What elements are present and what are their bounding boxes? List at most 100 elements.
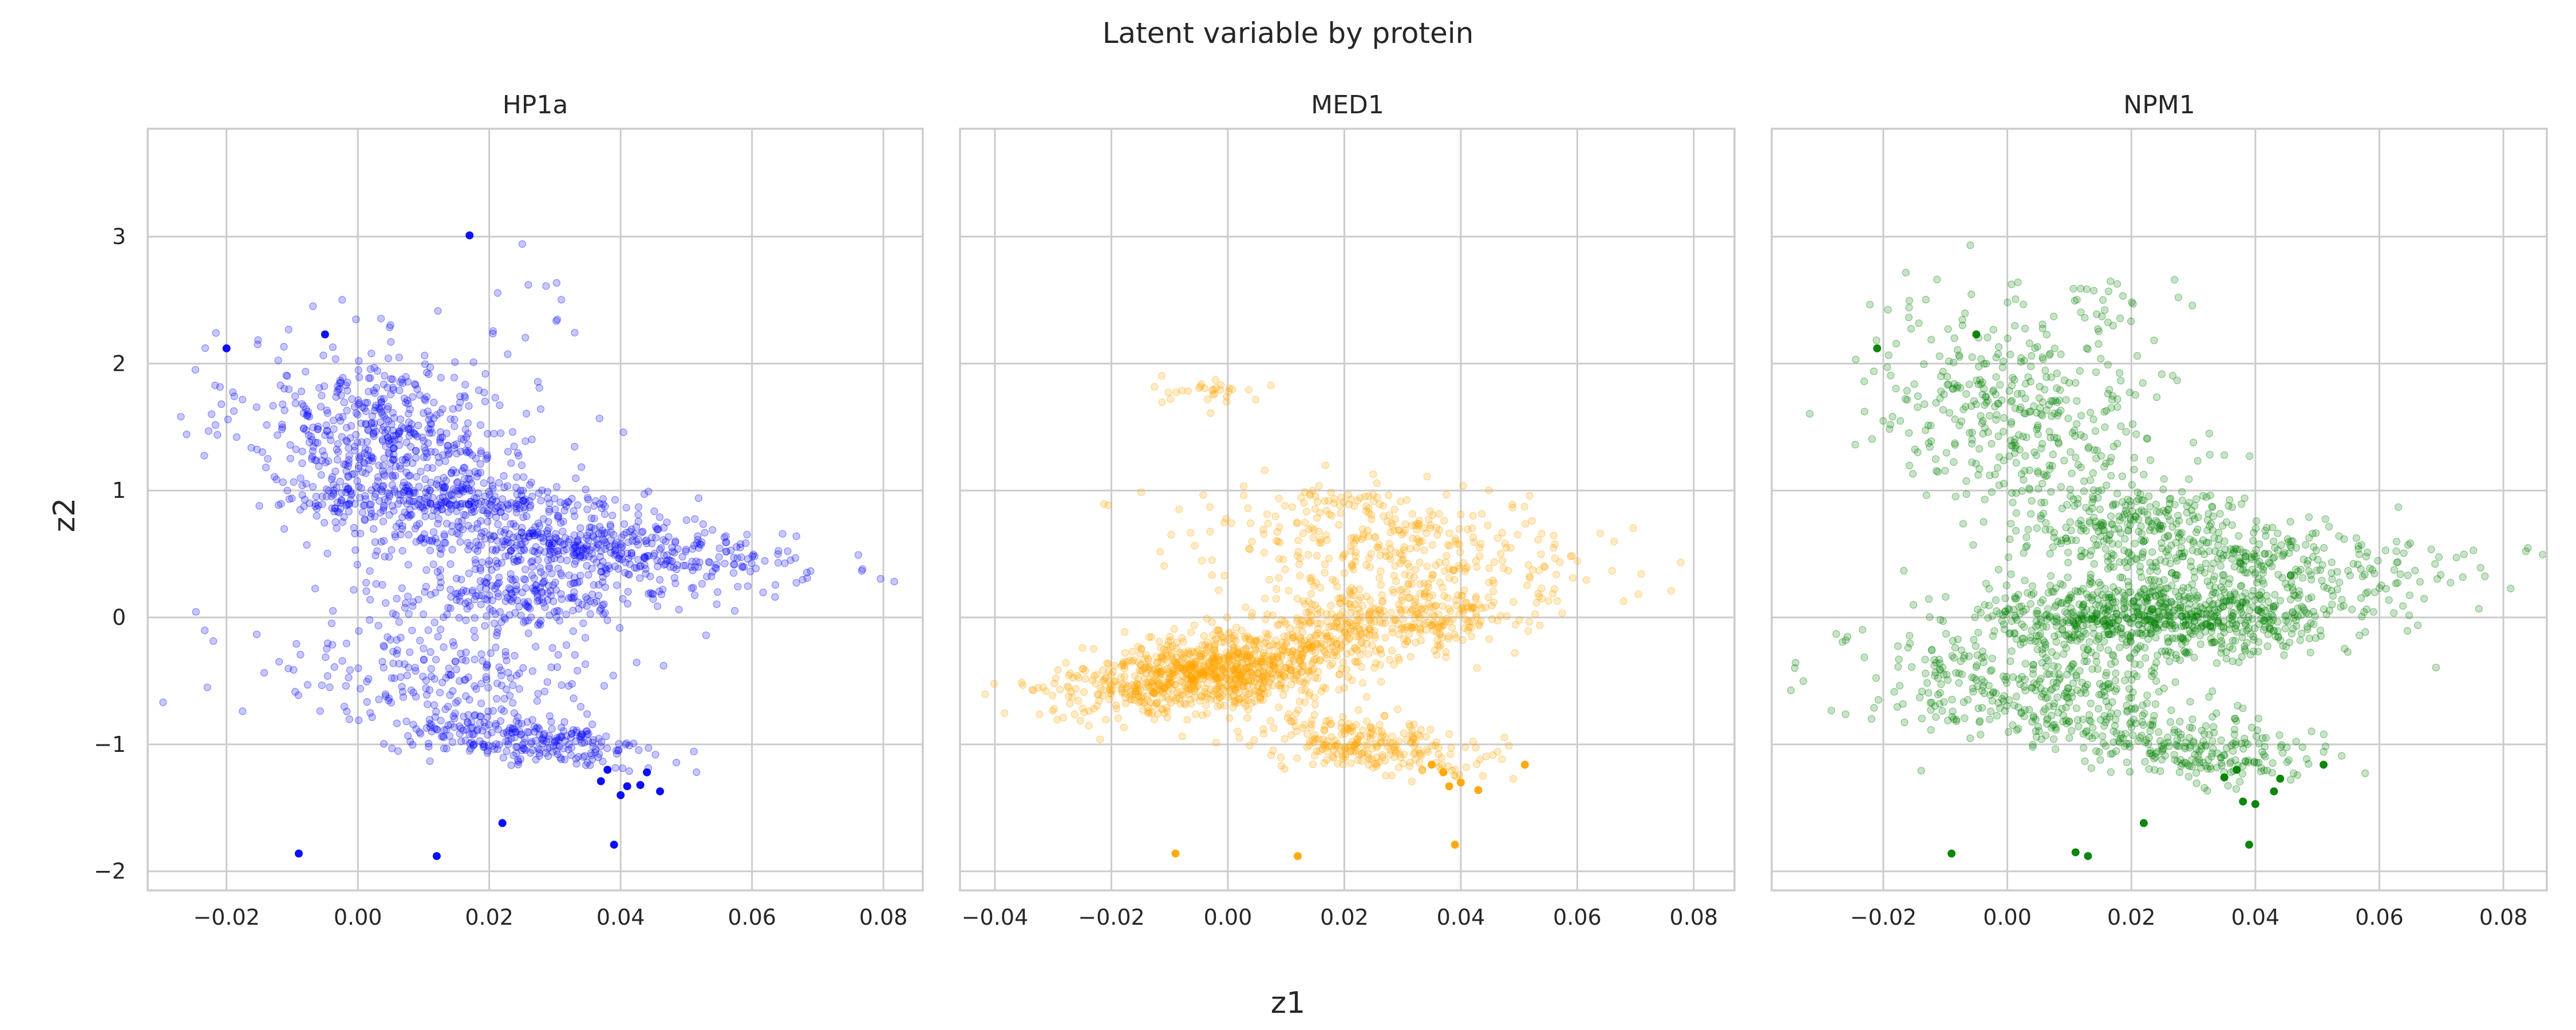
data-point <box>396 427 404 435</box>
data-point <box>463 481 471 489</box>
data-point <box>343 406 351 415</box>
data-point <box>1152 670 1160 678</box>
data-point <box>1089 645 1097 653</box>
data-point <box>571 573 579 581</box>
data-point <box>592 746 600 754</box>
data-point <box>449 405 457 413</box>
data-point <box>2034 469 2042 477</box>
data-point <box>1329 754 1337 762</box>
data-point <box>452 665 460 674</box>
data-point <box>1238 659 1246 667</box>
data-point <box>331 504 339 512</box>
data-point <box>464 598 472 606</box>
data-point <box>1458 604 1467 612</box>
data-point <box>1345 501 1353 509</box>
data-point <box>405 490 413 498</box>
data-point <box>1488 601 1496 610</box>
data-point <box>2162 620 2170 628</box>
data-point <box>595 529 603 537</box>
data-point <box>428 464 437 472</box>
data-point <box>477 497 485 506</box>
data-point <box>438 405 447 413</box>
data-point <box>500 707 508 715</box>
data-point <box>385 553 393 561</box>
data-point <box>2194 457 2202 465</box>
data-point <box>453 450 461 458</box>
data-point <box>1275 668 1283 676</box>
data-point <box>1976 445 1984 453</box>
data-point <box>637 562 645 570</box>
data-point <box>452 657 460 665</box>
data-point <box>442 497 450 505</box>
data-point <box>2091 427 2100 435</box>
data-point <box>560 744 568 752</box>
data-point <box>397 633 405 641</box>
data-point <box>558 733 566 742</box>
data-point <box>1254 682 1262 690</box>
data-point <box>1339 712 1347 721</box>
data-point <box>1149 682 1157 690</box>
data-point <box>1267 652 1275 660</box>
data-point <box>440 532 449 540</box>
data-point <box>520 546 528 554</box>
data-point <box>1924 421 1932 430</box>
data-point <box>513 743 521 751</box>
data-point <box>693 768 701 777</box>
data-point <box>515 552 523 560</box>
data-point <box>1910 380 1918 388</box>
data-point <box>1962 402 1970 411</box>
data-point <box>1137 667 1145 675</box>
data-point <box>426 757 434 765</box>
data-point <box>665 533 673 541</box>
x-tick-label: 0.00 <box>334 905 382 930</box>
data-point <box>428 536 436 544</box>
data-point <box>232 433 240 441</box>
data-point <box>1150 702 1158 710</box>
data-point <box>1992 416 2000 424</box>
data-point <box>1166 632 1174 641</box>
data-point <box>1229 665 1237 674</box>
data-point <box>1259 652 1267 660</box>
data-point <box>1170 657 1178 665</box>
data-point <box>471 682 479 690</box>
data-point <box>367 500 375 508</box>
data-point <box>461 676 469 684</box>
data-point <box>1121 699 1130 708</box>
data-point <box>1210 647 1218 655</box>
data-point <box>530 532 538 540</box>
data-point <box>1227 519 1235 527</box>
data-point <box>492 643 500 652</box>
data-point <box>1203 672 1211 680</box>
data-point <box>364 398 372 407</box>
data-point <box>630 530 639 538</box>
data-point <box>536 405 545 413</box>
data-point <box>1200 671 1208 679</box>
data-point <box>540 687 549 696</box>
data-point <box>377 395 385 403</box>
data-point <box>437 625 445 633</box>
data-point <box>1418 766 1427 774</box>
data-point <box>374 621 382 629</box>
data-point <box>311 502 319 510</box>
data-point <box>458 655 467 664</box>
data-point <box>573 548 581 556</box>
data-point <box>567 734 575 742</box>
data-point <box>380 395 388 403</box>
data-point <box>1485 579 1493 587</box>
data-point <box>2050 344 2059 352</box>
data-point <box>381 429 389 437</box>
data-point <box>594 592 603 600</box>
data-point <box>404 511 412 519</box>
data-point <box>2369 608 2377 616</box>
data-point <box>538 486 546 494</box>
data-point <box>530 587 538 595</box>
data-point <box>434 307 442 315</box>
data-point <box>380 664 388 672</box>
data-point <box>457 434 465 443</box>
data-point <box>554 750 562 758</box>
data-point <box>1214 703 1222 711</box>
data-point <box>2045 427 2053 436</box>
data-point <box>561 500 569 508</box>
data-point <box>1962 490 1970 498</box>
